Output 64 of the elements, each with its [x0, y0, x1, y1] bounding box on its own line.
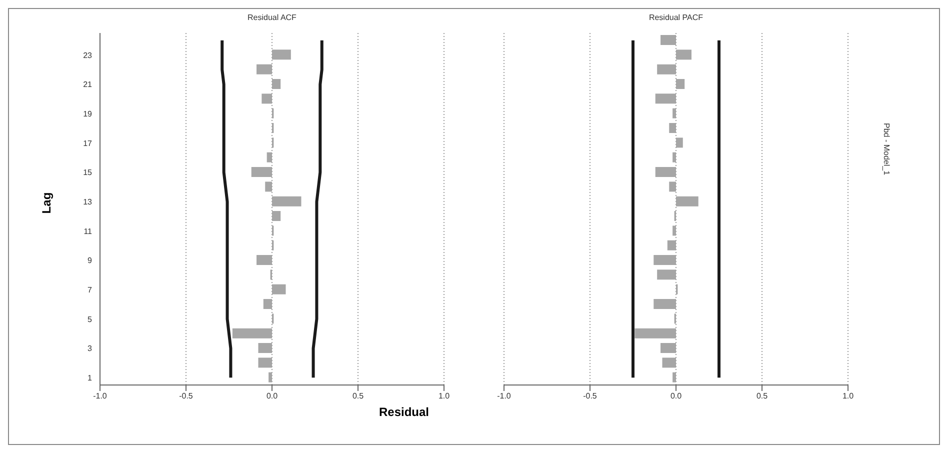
y-tick-label: 23	[83, 50, 93, 60]
bar	[272, 284, 286, 294]
x-tick-label: 1.0	[842, 392, 854, 401]
bar	[657, 64, 676, 74]
bar	[266, 152, 272, 162]
bar	[258, 343, 272, 353]
bar	[272, 50, 291, 60]
x-tick-label: 0.5	[352, 392, 364, 401]
x-tick-label: 0.0	[670, 392, 682, 401]
bar	[676, 138, 683, 148]
bar	[676, 79, 685, 89]
bar	[667, 240, 676, 250]
bar	[654, 299, 676, 309]
bar	[268, 372, 272, 382]
y-tick-label: 11	[84, 226, 93, 236]
bar	[662, 358, 676, 368]
bar	[272, 79, 281, 89]
y-tick-label: 19	[83, 110, 93, 119]
chart-title: Residual PACF	[648, 13, 704, 24]
x-tick-label: 0.5	[756, 392, 768, 401]
chart-title: Residual ACF	[246, 13, 298, 24]
y-tick-label: 1	[88, 374, 93, 383]
bar	[655, 167, 676, 177]
y-tick-label: 5	[88, 314, 93, 324]
x-tick-label: -1.0	[93, 392, 108, 401]
y-tick-label: 17	[83, 138, 93, 148]
bar	[272, 211, 281, 221]
bar	[660, 35, 676, 45]
text: Pbd - Model_1	[882, 123, 891, 176]
x-tick-label: 1.0	[438, 392, 450, 401]
y-tick-label: 9	[88, 256, 93, 266]
y-tick-label: 13	[83, 198, 93, 207]
bar	[262, 94, 272, 104]
bar	[669, 123, 676, 133]
y-tick-label: 21	[83, 80, 93, 90]
bar	[676, 50, 692, 60]
bar	[251, 167, 272, 177]
bar	[265, 182, 272, 192]
bar	[672, 108, 676, 118]
y-axis-title: Lag	[40, 192, 54, 214]
bar	[256, 255, 272, 265]
bar	[232, 328, 272, 338]
bar	[657, 270, 676, 280]
bar	[676, 196, 698, 206]
bar	[272, 196, 302, 206]
y-tick-label: 7	[88, 286, 93, 295]
bar	[669, 182, 676, 192]
bar	[634, 328, 676, 338]
x-axis-title: Residual	[378, 405, 429, 419]
x-tick-label: -0.5	[583, 392, 598, 401]
bar	[654, 255, 676, 265]
y-tick-label: 15	[83, 168, 93, 178]
bar	[672, 372, 676, 382]
bar	[672, 152, 676, 162]
x-tick-label: -0.5	[179, 392, 194, 401]
y-tick-label: 3	[88, 344, 93, 354]
x-tick-label: -1.0	[497, 392, 512, 401]
bar	[660, 343, 676, 353]
bar	[672, 226, 676, 236]
x-tick-label: 0.0	[266, 392, 278, 401]
bar	[258, 358, 272, 368]
bar	[655, 94, 676, 104]
bar	[263, 299, 272, 309]
bar	[256, 64, 272, 74]
